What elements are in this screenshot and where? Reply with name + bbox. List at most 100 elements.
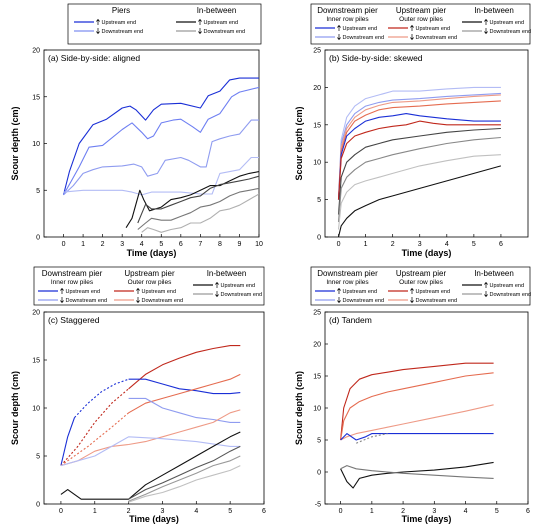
series-line [60,436,241,467]
x-axis-title: Time (days) [402,248,452,258]
series-line [128,465,241,503]
x-tick-label: 6 [526,508,530,515]
legend-group-heading: In-between [474,269,514,278]
arrow-up-icon [337,24,341,31]
series-line [128,397,241,423]
x-tick-label: 4 [140,241,144,248]
x-tick-label: 2 [127,508,131,515]
legend-box [33,266,265,306]
x-tick-label: 3 [120,241,124,248]
arrow-up-icon [60,287,64,294]
legend-group-heading: In-between [197,6,237,15]
x-tick-label: 6 [179,241,183,248]
legend-item-label: Downstream end [343,298,385,304]
legend-group-heading: Upstream pier [396,6,447,15]
x-axis-title: Time (days) [129,514,179,524]
x-axis-title: Time (days) [402,514,452,524]
x-tick-label: 9 [238,241,242,248]
legend-group-heading: Upstream pier [124,269,175,278]
x-tick-label: 5 [159,241,163,248]
legend-item-label: Downstream end [343,35,385,41]
x-tick-label: 1 [81,241,85,248]
arrow-up-icon [484,18,488,25]
x-tick-label: 1 [364,241,368,248]
chart-panel: 0 1 2 3 4 5 6 0 5 10 15 20 25 Time (days) Scour depth … [294,3,532,258]
y-tick-label: 20 [313,85,321,92]
series-line [128,345,241,390]
arrow-down-icon [484,291,488,298]
series-line [340,433,494,441]
y-axis-title: Scour depth (cm) [294,371,304,445]
legend-item-label: Downstream end [490,292,532,298]
y-tick-label: 20 [32,48,40,55]
series-line [337,113,501,200]
series-line [141,193,259,233]
y-tick-label: 5 [36,454,40,461]
legend-group-heading: Downstream pier [42,269,103,278]
y-tick-label: 20 [32,310,40,317]
series-line [337,165,502,237]
series-line [337,86,501,200]
x-tick-label: 5 [495,508,499,515]
arrow-down-icon [337,297,341,304]
series-line [340,362,494,441]
x-tick-label: 3 [161,508,165,515]
arrow-up-icon [337,287,341,294]
legend-item-label: Downstream end [66,298,108,304]
panel-title: (c) Staggered [48,315,100,325]
series-line [60,431,241,500]
plot-frame [43,311,265,505]
y-tick-label: -5 [315,502,321,509]
x-tick-label: 0 [59,508,63,515]
series-line [340,465,494,479]
y-axis-title: Scour depth (cm) [294,106,304,180]
y-tick-label: 0 [317,235,321,242]
legend-group-heading: Downstream pier [317,269,378,278]
arrow-down-icon [337,34,341,41]
y-tick-label: 15 [32,358,40,365]
arrow-up-icon [136,287,140,294]
series-line [337,154,501,230]
x-tick-label: 7 [198,241,202,248]
legend-item-label: Downstream end [102,29,144,35]
x-tick-label: 3 [432,508,436,515]
y-tick-label: 25 [313,310,321,317]
y-tick-label: 15 [313,374,321,381]
series-line [63,156,259,196]
arrow-up-icon [96,18,100,25]
legend-item-label: Upstream end [490,20,525,26]
legend-group-subheading: Outer row piles [128,279,172,286]
x-tick-label: 8 [218,241,222,248]
y-tick-label: 0 [36,502,40,509]
legend-group-heading: In-between [207,269,247,278]
series-line [60,388,129,466]
series-line [340,404,494,441]
arrow-up-icon [198,18,202,25]
legend-group-subheading: Inner row piles [51,279,94,286]
y-axis-title: Scour depth (cm) [10,371,20,445]
arrow-up-icon [215,281,219,288]
chart-panel: 0 1 2 3 4 5 6 -5 0 5 10 15 20 25 Time (days) Scour dept… [294,266,532,524]
plot-frame [324,49,529,238]
x-tick-label: 1 [93,508,97,515]
y-tick-label: 10 [313,160,321,167]
legend-item-label: Downstream end [416,35,458,41]
legend: Piers Upstream end Downstream end In-betwee… [67,3,262,45]
series-line [355,433,388,444]
series-line [337,136,501,223]
x-tick-label: 0 [339,508,343,515]
series-line [337,100,501,200]
legend-item-label: Upstream end [102,20,137,26]
series-line [128,378,241,395]
panel-title: (d) Tandem [329,315,372,325]
series-line [137,187,259,230]
legend-item-label: Upstream end [490,283,525,289]
x-tick-label: 6 [262,508,266,515]
legend-item-label: Downstream end [490,29,532,35]
legend-group-heading: Piers [112,6,130,15]
y-tick-label: 10 [32,406,40,413]
x-tick-label: 5 [472,241,476,248]
legend-item-label: Upstream end [221,283,256,289]
legend-item-label: Upstream end [142,289,177,295]
